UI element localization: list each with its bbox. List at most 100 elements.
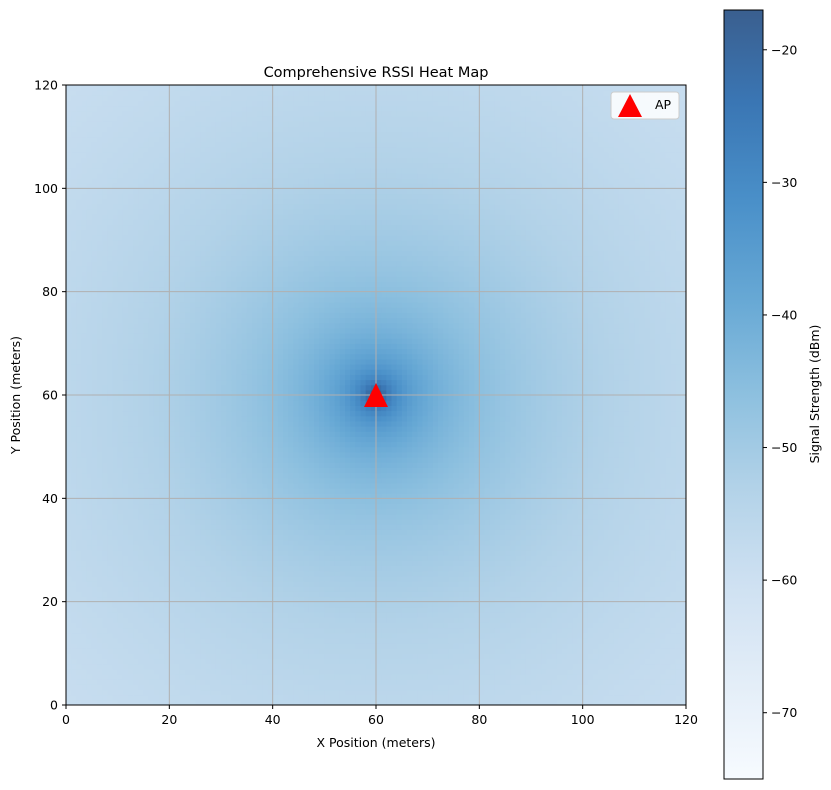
heatmap-cell <box>66 679 72 685</box>
heatmap-cell <box>190 508 196 515</box>
heatmap-cell <box>215 327 222 334</box>
heatmap-cell <box>138 637 145 644</box>
heatmap-cell <box>122 343 129 350</box>
heatmap-cell <box>159 436 165 443</box>
heatmap-cell <box>231 508 238 515</box>
heatmap-cell <box>236 508 243 515</box>
heatmap-cell <box>66 193 72 200</box>
heatmap-cell <box>200 219 207 226</box>
heatmap-cell <box>159 699 165 705</box>
heatmap-cell <box>86 162 93 169</box>
heatmap-cell <box>148 214 155 220</box>
heatmap-cell <box>252 529 258 536</box>
heatmap-cell <box>200 265 207 272</box>
heatmap-cell <box>257 126 263 133</box>
heatmap-cell <box>200 524 207 530</box>
heatmap-cell <box>210 550 217 556</box>
heatmap-cell <box>112 544 119 551</box>
heatmap-cell <box>164 575 170 582</box>
heatmap-cell <box>117 508 124 515</box>
heatmap-cell <box>246 183 253 189</box>
heatmap-cell <box>231 689 238 696</box>
heatmap-cell <box>153 617 160 623</box>
heatmap-cell <box>236 136 243 143</box>
heatmap-cell <box>76 379 83 386</box>
heatmap-cell <box>241 90 248 96</box>
heatmap-cell <box>231 488 238 494</box>
heatmap-cell <box>86 410 93 417</box>
heatmap-cell <box>190 400 196 406</box>
heatmap-cell <box>267 157 274 164</box>
heatmap-cell <box>226 482 232 489</box>
heatmap-cell <box>195 467 201 474</box>
heatmap-cell <box>267 405 274 412</box>
heatmap-cell <box>86 172 93 179</box>
heatmap-cell <box>169 116 176 122</box>
heatmap-cell <box>241 477 248 484</box>
heatmap-cell <box>97 400 103 406</box>
heatmap-cell <box>226 131 232 138</box>
heatmap-cell <box>153 312 160 319</box>
heatmap-cell <box>215 281 222 288</box>
heatmap-cell <box>117 240 124 246</box>
heatmap-cell <box>267 694 274 701</box>
heatmap-cell <box>267 322 274 329</box>
heatmap-cell <box>91 183 98 189</box>
heatmap-cell <box>205 679 212 685</box>
heatmap-cell <box>86 400 93 406</box>
heatmap-cell <box>174 477 181 484</box>
heatmap-cell <box>153 343 160 350</box>
heatmap-cell <box>215 317 222 324</box>
heatmap-cell <box>236 596 243 603</box>
heatmap-cell <box>107 555 114 561</box>
heatmap-cell <box>221 519 227 525</box>
heatmap-cell <box>76 658 83 665</box>
heatmap-cell <box>195 126 201 133</box>
heatmap-cell <box>262 302 269 308</box>
heatmap-cell <box>86 322 93 329</box>
heatmap-cell <box>277 441 284 448</box>
heatmap-cell <box>97 467 103 474</box>
heatmap-cell <box>179 596 186 603</box>
heatmap-cell <box>267 539 274 546</box>
heatmap-cell <box>252 606 258 613</box>
heatmap-cell <box>107 431 114 437</box>
heatmap-cell <box>169 296 176 303</box>
heatmap-cell <box>159 245 165 251</box>
heatmap-cell <box>153 694 160 701</box>
heatmap-cell <box>148 534 155 541</box>
heatmap-cell <box>133 544 139 551</box>
heatmap-cell <box>97 172 103 179</box>
heatmap-cell <box>226 364 232 370</box>
heatmap-cell <box>174 555 181 561</box>
heatmap-cell <box>215 276 222 282</box>
heatmap-cell <box>267 472 274 479</box>
heatmap-cell <box>102 555 108 561</box>
heatmap-cell <box>86 622 93 629</box>
heatmap-cell <box>267 343 274 350</box>
heatmap-cell <box>66 674 72 680</box>
heatmap-cell <box>231 157 238 164</box>
heatmap-cell <box>107 338 114 344</box>
heatmap-cell <box>257 565 263 572</box>
heatmap-cell <box>164 643 170 649</box>
heatmap-cell <box>205 668 212 675</box>
heatmap-cell <box>174 586 181 592</box>
heatmap-cell <box>138 178 145 184</box>
heatmap-cell <box>102 302 108 308</box>
heatmap-cell <box>257 451 263 458</box>
heatmap-cell <box>257 136 263 143</box>
heatmap-cell <box>153 198 160 205</box>
heatmap-cell <box>190 203 196 210</box>
heatmap-cell <box>200 260 207 267</box>
heatmap-cell <box>174 353 181 360</box>
heatmap-cell <box>71 617 77 623</box>
heatmap-cell <box>86 265 93 272</box>
heatmap-cell <box>236 400 243 406</box>
heatmap-cell <box>133 436 139 443</box>
heatmap-cell <box>76 358 83 365</box>
heatmap-cell <box>76 482 83 489</box>
heatmap-cell <box>195 291 201 298</box>
heatmap-cell <box>164 250 170 257</box>
heatmap-cell <box>164 338 170 344</box>
